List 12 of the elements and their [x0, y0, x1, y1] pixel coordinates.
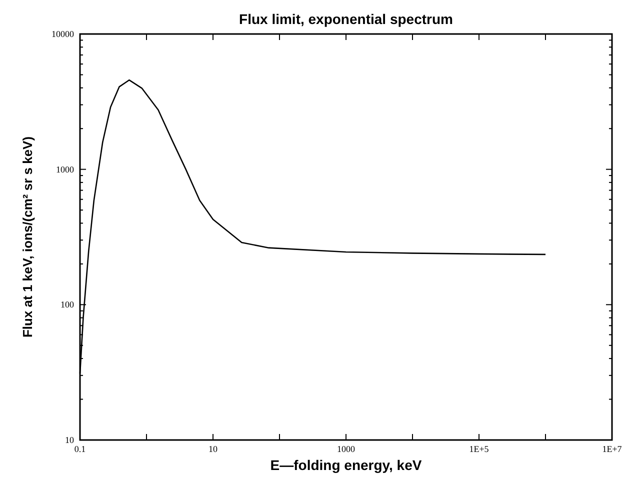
x-tick-label: 0.1 — [74, 444, 86, 454]
y-tick-label: 100 — [60, 300, 74, 310]
x-axis-title: E—folding energy, keV — [270, 457, 422, 473]
x-tick-label: 1000 — [337, 444, 356, 454]
chart-title: Flux limit, exponential spectrum — [239, 11, 453, 27]
x-tick-label: 1E+7 — [602, 444, 622, 454]
y-tick-label: 1000 — [56, 164, 74, 174]
y-axis-title: Flux at 1 keV, ions/(cm² sr s keV) — [20, 136, 35, 338]
y-tick-label: 10000 — [52, 29, 74, 39]
y-tick-label: 10 — [65, 435, 74, 445]
x-tick-label: 1E+5 — [469, 444, 490, 454]
x-tick-label: 10 — [208, 444, 218, 454]
